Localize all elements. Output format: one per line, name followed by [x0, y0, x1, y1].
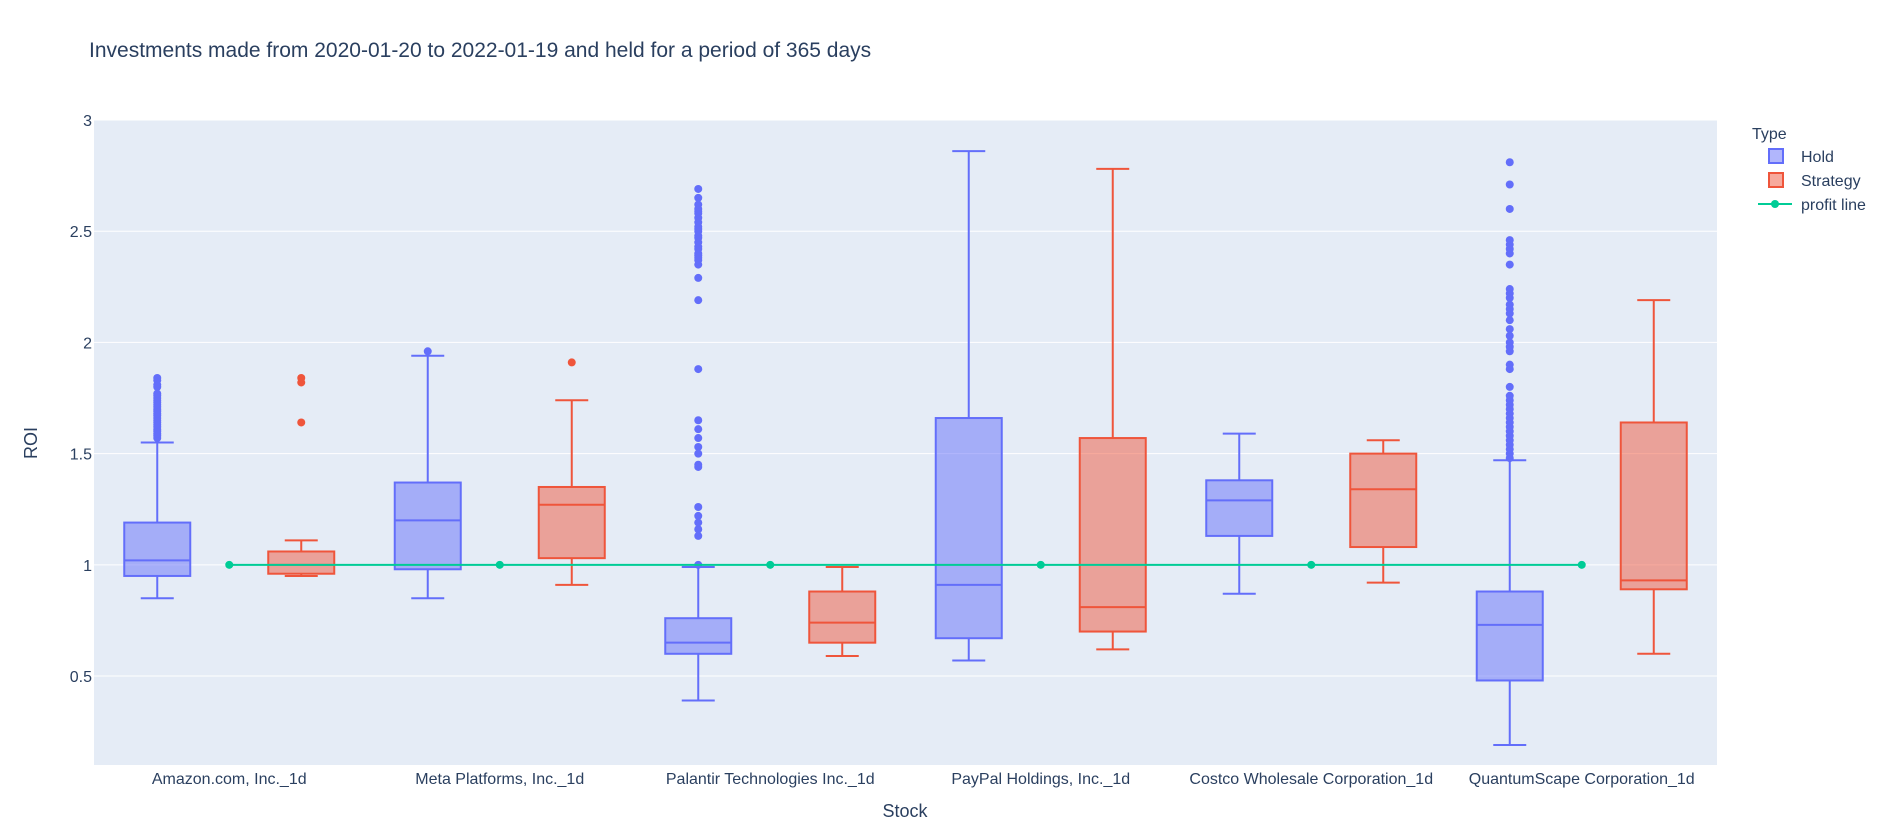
legend-item-hold[interactable]: Hold	[1768, 148, 1834, 166]
legend-swatch-hold	[1768, 148, 1784, 164]
outlier-point	[694, 434, 703, 443]
box-strategy-4	[1349, 439, 1418, 584]
chart-title: Investments made from 2020-01-20 to 2022…	[89, 39, 871, 62]
boxes	[123, 150, 1688, 746]
y-tick-label: 0.5	[70, 669, 92, 686]
x-axis-ticks: Amazon.com, Inc._1d Meta Platforms, Inc._…	[152, 771, 1695, 788]
legend-title: Type	[1752, 126, 1787, 143]
outlier-point	[423, 347, 432, 356]
outlier-point	[1505, 300, 1514, 309]
outlier-point	[297, 418, 306, 427]
outlier-point	[1505, 338, 1514, 347]
box-strategy-3	[1078, 167, 1147, 651]
box-hold-5	[1475, 158, 1544, 746]
outlier-point	[694, 460, 703, 469]
plot-area	[94, 120, 1717, 765]
outlier-point	[694, 449, 703, 458]
legend-item-strategy[interactable]: Strategy	[1768, 172, 1861, 190]
box-hold-3	[934, 150, 1003, 662]
outlier-point	[1505, 236, 1514, 245]
outlier-point	[694, 503, 703, 511]
box-iqr	[393, 481, 462, 571]
x-tick-label: Meta Platforms, Inc._1d	[415, 771, 584, 788]
box-iqr	[808, 590, 877, 644]
legend-label-profit-line: profit line	[1801, 197, 1866, 214]
outlier-point	[1505, 325, 1514, 334]
outlier-point	[694, 184, 703, 193]
outlier-point	[297, 374, 306, 382]
legend-marker-profit-line	[1771, 200, 1779, 208]
box-strategy-5	[1619, 299, 1688, 655]
profit-line-marker	[1036, 560, 1045, 569]
box-iqr	[1475, 590, 1544, 682]
outlier-point	[694, 365, 703, 374]
y-tick-label: 2.5	[70, 224, 92, 241]
y-tick-label: 3	[83, 113, 92, 130]
outlier-point	[1505, 331, 1514, 340]
y-tick-label: 1	[83, 558, 92, 575]
box-iqr	[1619, 421, 1688, 591]
profit-line-marker	[1577, 560, 1586, 569]
x-axis-label: Stock	[882, 801, 928, 821]
legend-item-profit-line[interactable]: profit line	[1758, 197, 1866, 214]
y-tick-label: 2	[83, 335, 92, 352]
box-iqr	[934, 417, 1003, 640]
outlier-point	[1505, 382, 1514, 391]
y-axis-ticks: 0.5 1 1.5 2 2.5 3	[70, 113, 92, 686]
outlier-point	[1505, 285, 1514, 294]
outlier-point	[1505, 204, 1514, 213]
box-iqr	[1349, 452, 1418, 549]
legend-swatch-strategy	[1768, 172, 1784, 188]
x-tick-label: QuantumScape Corporation_1d	[1469, 771, 1695, 788]
outlier-point	[694, 531, 703, 540]
outlier-point	[153, 374, 162, 382]
box-iqr	[123, 521, 192, 577]
box-strategy-2	[808, 566, 877, 658]
legend-label-hold: Hold	[1801, 149, 1834, 166]
legend: Type Hold Strategy profit line	[1752, 126, 1866, 214]
outlier-point	[1505, 158, 1514, 167]
box-iqr	[664, 617, 733, 655]
outlier-point	[694, 273, 703, 282]
outlier-point	[1505, 360, 1514, 369]
box-iqr	[267, 550, 336, 575]
profit-line	[225, 560, 1586, 569]
outlier-point	[1505, 260, 1514, 269]
box-iqr	[537, 485, 606, 560]
profit-line-marker	[766, 560, 775, 569]
outlier-point	[694, 525, 703, 534]
profit-line-marker	[495, 560, 504, 569]
outlier-point	[1505, 391, 1514, 400]
legend-label-strategy: Strategy	[1801, 173, 1861, 190]
outlier-point	[694, 511, 703, 520]
box-hold-2	[664, 184, 733, 702]
outlier-point	[694, 416, 703, 425]
outlier-point	[694, 518, 703, 527]
outlier-point	[694, 193, 703, 202]
y-tick-label: 1.5	[70, 447, 92, 464]
profit-line-marker	[1307, 560, 1316, 569]
x-tick-label: PayPal Holdings, Inc._1d	[951, 771, 1130, 788]
profit-line-marker	[225, 560, 234, 569]
outlier-point	[694, 425, 703, 434]
x-tick-label: Amazon.com, Inc._1d	[152, 771, 307, 788]
outlier-point	[694, 442, 703, 451]
y-axis-label: ROI	[21, 427, 41, 459]
box-hold-1	[393, 347, 462, 600]
box-iqr	[1078, 437, 1147, 633]
outlier-point	[694, 296, 703, 305]
outlier-point	[153, 389, 162, 398]
outlier-point	[694, 200, 703, 209]
box-hold-4	[1205, 432, 1274, 595]
x-tick-label: Costco Wholesale Corporation_1d	[1189, 771, 1433, 788]
x-tick-label: Palantir Technologies Inc._1d	[666, 771, 875, 788]
outlier-point	[1505, 180, 1514, 189]
outlier-point	[1505, 316, 1514, 325]
outlier-point	[567, 358, 576, 367]
box-iqr	[1205, 479, 1274, 537]
box-strategy-1	[537, 358, 606, 586]
box-hold-0	[123, 374, 192, 600]
